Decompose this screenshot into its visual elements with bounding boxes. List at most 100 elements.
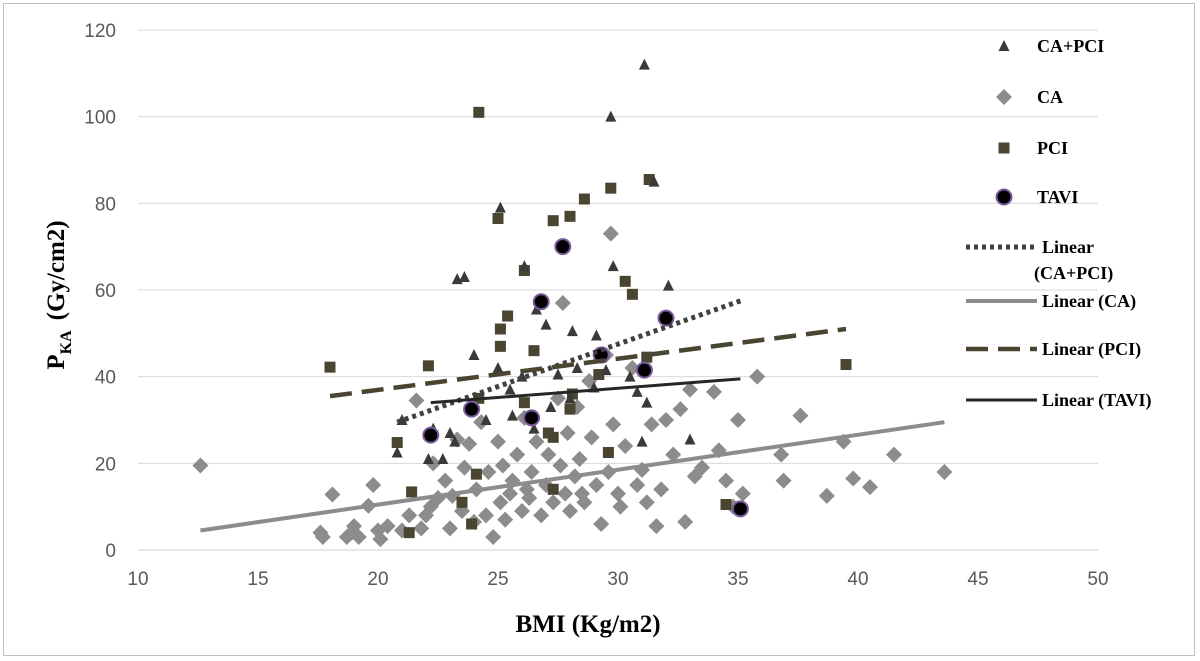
point-ca — [629, 477, 646, 493]
legend-label: Linear (PCI) — [1042, 339, 1141, 360]
point-pci — [641, 351, 653, 363]
legend-label: PCI — [1037, 138, 1068, 158]
point-ca — [734, 485, 751, 502]
point-ca — [818, 487, 835, 504]
point-tavi — [523, 409, 541, 427]
legend-marker — [998, 40, 1010, 51]
point-ca — [886, 446, 902, 463]
point-ca-pci — [540, 318, 552, 330]
point-pci — [494, 323, 506, 335]
point-pci — [578, 193, 590, 205]
point-ca — [502, 485, 518, 502]
point-ca — [936, 464, 953, 480]
point-ca — [461, 435, 478, 452]
legend-marker — [995, 188, 1013, 206]
legend-label: (CA+PCI) — [1034, 263, 1113, 284]
point-pci — [473, 106, 485, 118]
point-ca — [350, 529, 367, 545]
point-ca-pci — [437, 453, 449, 464]
point-ca-pci — [552, 368, 564, 380]
legend-label: Linear (CA) — [1042, 291, 1136, 312]
point-ca — [485, 529, 502, 545]
point-ca — [540, 446, 557, 463]
point-ca-pci — [648, 175, 660, 187]
point-ca — [413, 520, 430, 537]
point-pci — [494, 340, 506, 352]
point-pci — [626, 288, 638, 300]
point-ca — [658, 412, 674, 428]
point-ca — [559, 425, 576, 441]
point-ca-pci — [518, 260, 530, 272]
scatter-chart: 0 20 40 60 80 100 120 10 15 20 25 30 35 40 45 50 BMI (Kg… — [43, 21, 1152, 638]
point-ca — [602, 225, 619, 242]
point-pci — [324, 361, 336, 373]
point-pci — [547, 215, 559, 227]
point-pci — [547, 431, 559, 443]
point-pci — [456, 496, 468, 508]
y-tick-label: 20 — [95, 454, 116, 475]
point-ca-pci — [684, 433, 696, 445]
point-tavi — [422, 426, 440, 444]
x-tick-label: 25 — [487, 569, 508, 590]
point-pci — [492, 213, 504, 224]
point-ca — [694, 459, 710, 476]
y-tick-label: 0 — [105, 541, 116, 562]
y-tick-label: 80 — [95, 194, 116, 215]
legend-marker — [998, 142, 1010, 154]
legend-label: CA+PCI — [1037, 36, 1104, 56]
point-ca — [480, 464, 497, 480]
x-tick-label: 40 — [847, 569, 868, 590]
x-tick-label: 35 — [727, 569, 748, 590]
point-ca — [583, 429, 600, 446]
point-pci — [643, 174, 655, 185]
y-tick-label: 60 — [95, 281, 116, 302]
point-ca-pci — [449, 435, 461, 447]
point-tavi — [463, 400, 481, 418]
point-ca — [552, 457, 569, 474]
x-axis-title: BMI (Kg/m2) — [515, 611, 660, 638]
point-ca — [437, 472, 454, 489]
point-ca — [610, 485, 626, 502]
trendline-linear-tavi — [430, 377, 741, 405]
trendline-linear-ca — [200, 420, 945, 533]
point-tavi — [657, 309, 675, 327]
point-ca — [730, 412, 746, 428]
y-tick-label: 100 — [84, 108, 116, 129]
point-ca — [365, 477, 382, 493]
point-pci — [566, 388, 578, 400]
point-ca — [617, 438, 634, 454]
point-ca — [612, 498, 629, 515]
point-ca — [773, 446, 790, 463]
point-ca — [372, 531, 389, 548]
point-ca — [478, 507, 494, 524]
point-ca-pci — [631, 385, 643, 397]
legend-label: CA — [1037, 87, 1063, 107]
point-ca-pci — [492, 362, 504, 373]
point-ca-pci — [506, 409, 518, 421]
point-ca-pci — [600, 364, 612, 376]
point-pci — [564, 403, 576, 415]
point-ca-pci — [571, 362, 583, 373]
point-ca — [775, 472, 792, 489]
point-pci — [502, 310, 514, 322]
point-pci — [466, 518, 478, 530]
point-ca — [638, 494, 655, 511]
point-ca — [497, 511, 514, 528]
point-ca-pci — [528, 422, 540, 434]
point-ca — [521, 490, 538, 506]
point-ca — [571, 451, 588, 467]
x-tick-label: 20 — [367, 569, 388, 590]
point-pci — [593, 369, 605, 380]
point-pci — [403, 527, 415, 539]
point-ca-pci — [480, 414, 492, 425]
legend-marker — [996, 89, 1012, 105]
point-ca — [862, 479, 878, 496]
point-ca — [588, 477, 605, 493]
point-ca-pci — [566, 325, 578, 337]
point-ca — [672, 401, 689, 418]
point-pci — [605, 182, 617, 194]
point-ca — [648, 518, 665, 535]
point-ca — [492, 494, 509, 511]
point-pci — [602, 447, 614, 458]
point-pci — [518, 397, 530, 409]
